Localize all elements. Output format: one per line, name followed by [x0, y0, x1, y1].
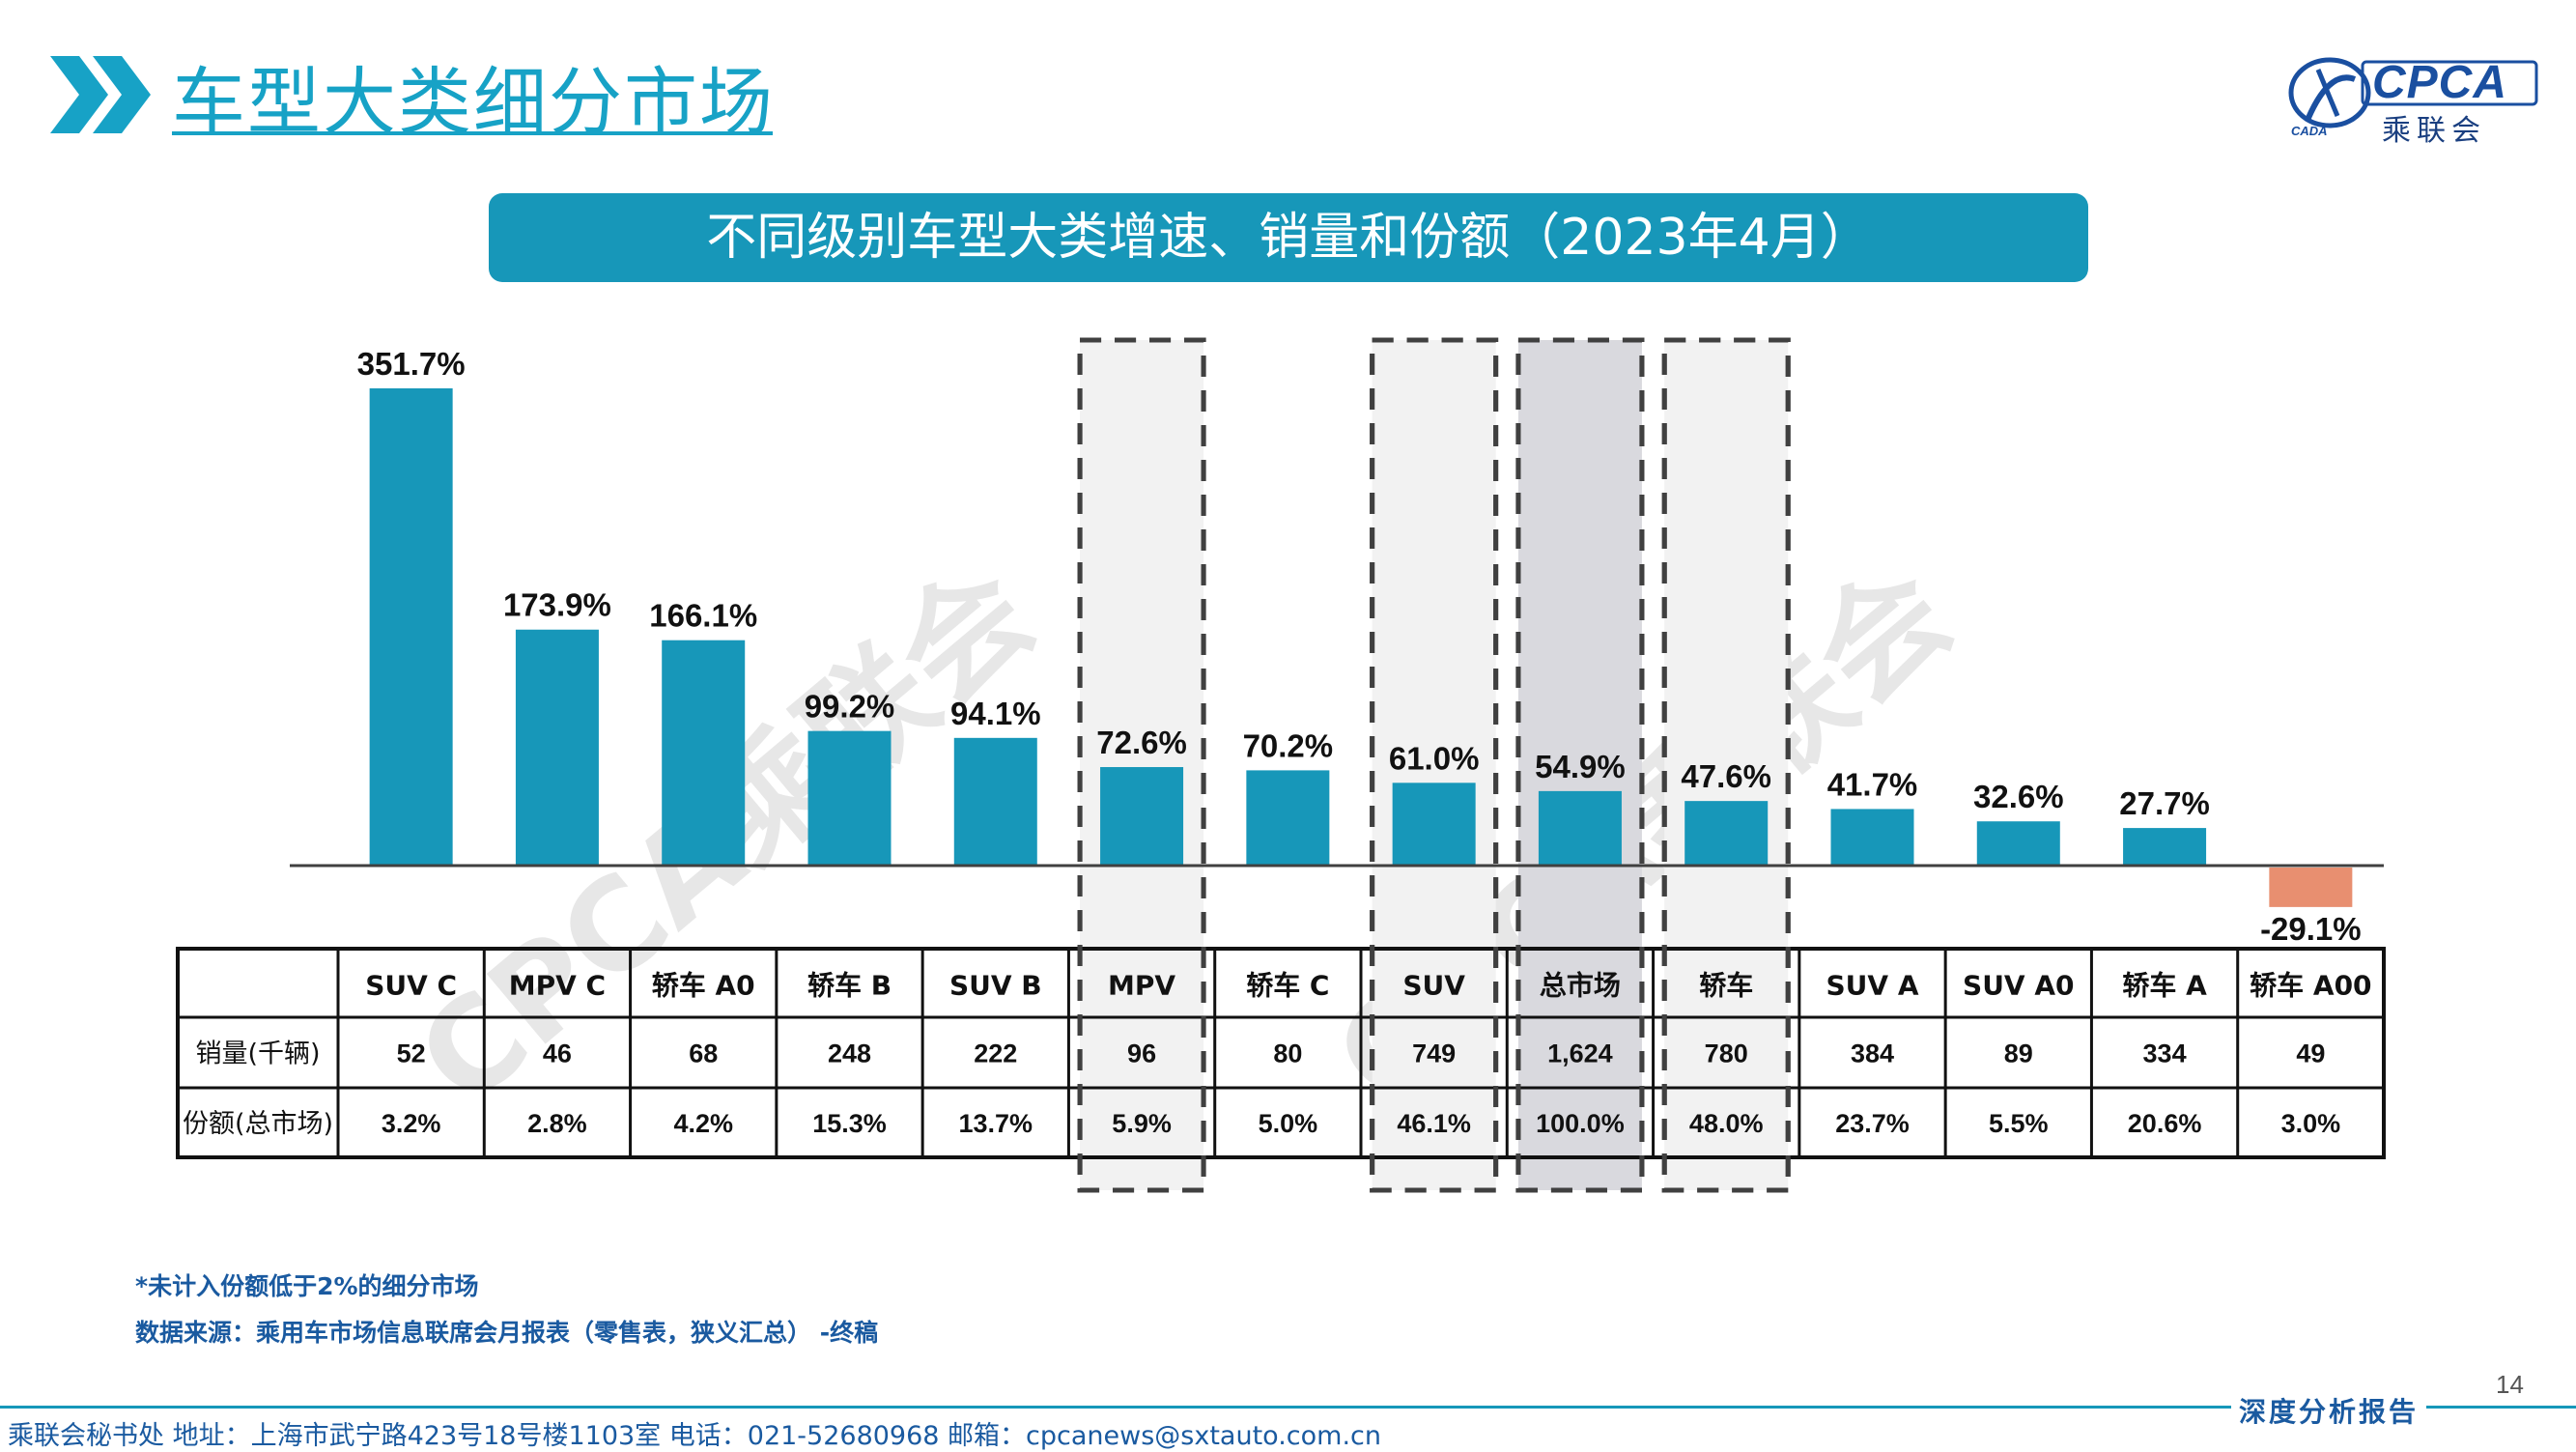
table-cell: 248 [828, 1039, 871, 1068]
table-cell: 5.9% [1112, 1109, 1172, 1138]
bar [1538, 790, 1622, 866]
table-cell: 2.8% [527, 1109, 587, 1138]
data-label: 70.2% [1243, 727, 1334, 763]
data-label: 72.6% [1096, 725, 1187, 760]
logo-chinese-text: 乘联会 [2382, 114, 2486, 148]
highlight-frame [1515, 337, 1645, 1193]
category-label: 轿车 A0 [652, 970, 755, 1002]
bar [369, 388, 453, 866]
table-cell: 384 [1851, 1039, 1894, 1068]
bar [662, 640, 746, 866]
data-label: 173.9% [503, 587, 611, 623]
page-title: 车型大类细分市场 [172, 59, 775, 145]
bar [515, 629, 599, 866]
data-label: 54.9% [1535, 749, 1626, 784]
data-label: -29.1% [2260, 911, 2362, 947]
category-label: 轿车 C [1246, 970, 1329, 1002]
bar [1100, 767, 1184, 866]
bar [2123, 828, 2207, 866]
table-cell: 5.5% [1989, 1109, 2049, 1138]
report-tag: 深度分析报告 [2239, 1396, 2420, 1428]
data-label: 47.6% [1681, 758, 1771, 794]
table-cell: 48.0% [1689, 1109, 1764, 1138]
data-label: 166.1% [649, 598, 757, 634]
data-label: 61.0% [1389, 740, 1480, 776]
bar [1830, 809, 1914, 866]
table-cell: 46 [543, 1039, 572, 1068]
category-label: 轿车 B [807, 970, 892, 1002]
data-label: 99.2% [805, 689, 895, 725]
table-cell: 780 [1705, 1039, 1748, 1068]
table-cell: 749 [1412, 1039, 1456, 1068]
table-cell: 52 [397, 1039, 426, 1068]
contact-info: 乘联会秘书处 地址：上海市武宁路423号18号楼1103室 电话：021-526… [8, 1421, 1382, 1451]
table-cell: 222 [974, 1039, 1017, 1068]
category-label: SUV A0 [1963, 970, 2074, 1002]
table-cell: 1,624 [1547, 1039, 1613, 1068]
data-source: 数据来源：乘用车市场信息联席会月报表（零售表，狭义汇总） -终稿 [135, 1319, 879, 1347]
footer-divider [0, 1406, 2231, 1409]
data-label: 32.6% [1973, 779, 2064, 814]
table-cell: 96 [1127, 1039, 1156, 1068]
highlight-frame [1077, 337, 1206, 1193]
logo-sub-text: CADA [2291, 124, 2328, 138]
table-border [176, 947, 2386, 1159]
table-cell: 4.2% [673, 1109, 733, 1138]
category-label: 轿车 [1699, 970, 1753, 1002]
category-label: MPV C [509, 970, 606, 1002]
table-cell: 20.6% [2128, 1109, 2202, 1138]
table-cell: 3.2% [382, 1109, 441, 1138]
bar [807, 730, 892, 866]
table-cell: 49 [2296, 1039, 2325, 1068]
bar [2269, 868, 2353, 907]
cpca-logo-icon [2288, 57, 2538, 128]
bar [953, 737, 1037, 866]
category-label: SUV A [1826, 970, 1919, 1002]
table-cell: 334 [2143, 1039, 2187, 1068]
highlight-frame [1661, 337, 1791, 1193]
chart-heading: 不同级别车型大类增速、销量和份额（2023年4月） [489, 193, 2088, 282]
title-underline [172, 131, 773, 135]
table-cell: 13.7% [959, 1109, 1033, 1138]
table-cell: 89 [2004, 1039, 2033, 1068]
data-label: 41.7% [1827, 766, 1918, 802]
table-cell: 100.0% [1536, 1109, 1625, 1138]
table-cell: 23.7% [1835, 1109, 1910, 1138]
category-label: SUV C [365, 970, 457, 1002]
bar [1392, 783, 1476, 866]
bar [1976, 821, 2060, 866]
bar [1684, 801, 1769, 866]
data-label: 351.7% [357, 346, 466, 382]
bar [1246, 770, 1330, 866]
table-cell: 5.0% [1259, 1109, 1318, 1138]
table-cell: 3.0% [2281, 1109, 2341, 1138]
category-label: 总市场 [1540, 970, 1621, 1002]
row-label: 销量(千辆) [195, 1039, 320, 1069]
category-label: SUV B [949, 970, 1042, 1002]
category-label: 轿车 A [2122, 970, 2207, 1002]
data-label: 94.1% [950, 696, 1041, 731]
category-label: 轿车 A00 [2250, 970, 2371, 1002]
category-label: MPV [1108, 970, 1175, 1002]
category-label: SUV [1402, 970, 1465, 1002]
table-cell: 46.1% [1397, 1109, 1471, 1138]
data-label: 27.7% [2119, 785, 2210, 821]
page-number: 14 [2496, 1370, 2524, 1399]
footnote: *未计入份额低于2%的细分市场 [135, 1272, 479, 1300]
highlight-frame [1370, 337, 1499, 1193]
chevron-arrows-icon [50, 56, 151, 133]
table-cell: 15.3% [812, 1109, 887, 1138]
table-cell: 68 [689, 1039, 718, 1068]
logo-text: CPCA [2372, 57, 2508, 108]
row-label: 份额(总市场) [183, 1109, 333, 1139]
table-cell: 80 [1273, 1039, 1302, 1068]
footer-divider [2426, 1406, 2576, 1409]
